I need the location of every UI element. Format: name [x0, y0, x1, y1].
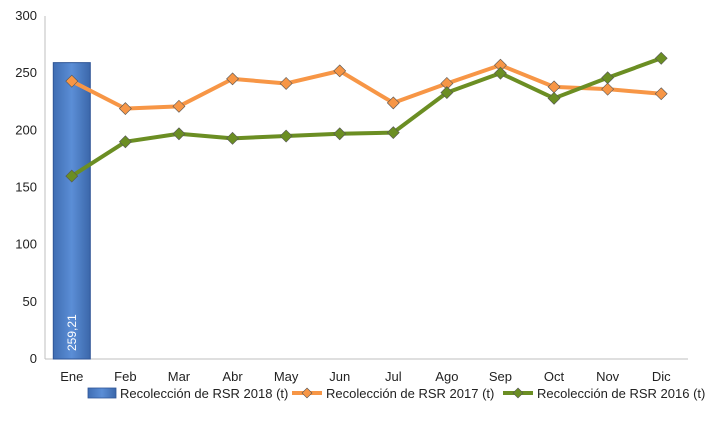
y-tick-label: 100	[15, 237, 37, 252]
x-tick-label: Dic	[652, 369, 671, 384]
x-tick-label: Jul	[385, 369, 402, 384]
legend-swatch-marker	[301, 387, 313, 399]
data-point-diamond	[279, 77, 293, 90]
y-tick-label: 300	[15, 8, 37, 23]
data-point-diamond	[333, 64, 347, 78]
legend-label: Recolección de RSR 2018 (t)	[120, 386, 288, 401]
legend: Recolección de RSR 2018 (t) Recolección d…	[87, 386, 705, 401]
bar-series: 259,21	[52, 62, 91, 360]
data-point-diamond	[654, 51, 668, 65]
x-tick-label: Jun	[329, 369, 350, 384]
data-point-diamond	[172, 127, 186, 141]
legend-swatch-bar	[87, 387, 117, 399]
data-point-diamond	[65, 74, 79, 88]
x-axis-tick-labels: Ene Feb Mar Abr May Jun Jul Ago Sep Oct Nov Dic	[60, 369, 671, 384]
data-point-diamond	[440, 86, 454, 100]
data-point-diamond	[547, 80, 561, 94]
x-tick-label: Nov	[596, 369, 620, 384]
x-tick-label: May	[274, 369, 299, 384]
x-tick-label: Abr	[222, 369, 243, 384]
data-point-diamond	[172, 99, 186, 113]
x-tick-label: Oct	[544, 369, 565, 384]
legend-label: Recolección de RSR 2016 (t)	[537, 386, 705, 401]
line-series-1	[69, 63, 664, 111]
legend-swatch-marker	[512, 387, 524, 399]
legend-label: Recolección de RSR 2017 (t)	[326, 386, 494, 401]
data-point-diamond	[65, 169, 79, 183]
y-tick-label: 150	[15, 180, 37, 195]
x-tick-label: Mar	[168, 369, 191, 384]
data-point-diamond	[118, 102, 132, 116]
line-series	[65, 51, 668, 183]
data-point-diamond	[386, 126, 400, 140]
data-point-diamond	[386, 96, 400, 110]
data-point-diamond	[226, 72, 239, 86]
y-tick-label: 200	[15, 122, 37, 137]
x-tick-label: Sep	[489, 369, 512, 384]
bar	[52, 62, 91, 360]
data-point-diamond	[601, 82, 615, 96]
x-tick-label: Feb	[114, 369, 136, 384]
data-point-diamond	[279, 129, 293, 143]
y-tick-label: 0	[30, 351, 37, 366]
bar-data-label: 259,21	[65, 314, 79, 351]
data-point-diamond	[547, 91, 561, 105]
y-tick-label: 250	[15, 65, 37, 80]
data-point-diamond	[494, 66, 507, 80]
y-tick-label: 50	[23, 294, 37, 309]
data-point-diamond	[118, 135, 132, 149]
data-point-diamond	[601, 71, 615, 85]
data-point-diamond	[654, 87, 668, 101]
line-series-2	[69, 56, 664, 179]
data-point-diamond	[333, 127, 347, 141]
x-tick-label: Ene	[60, 369, 83, 384]
y-axis-tick-labels: 0 50 100 150 200 250 300	[15, 8, 37, 366]
data-point-diamond	[226, 131, 239, 145]
x-tick-label: Ago	[435, 369, 458, 384]
